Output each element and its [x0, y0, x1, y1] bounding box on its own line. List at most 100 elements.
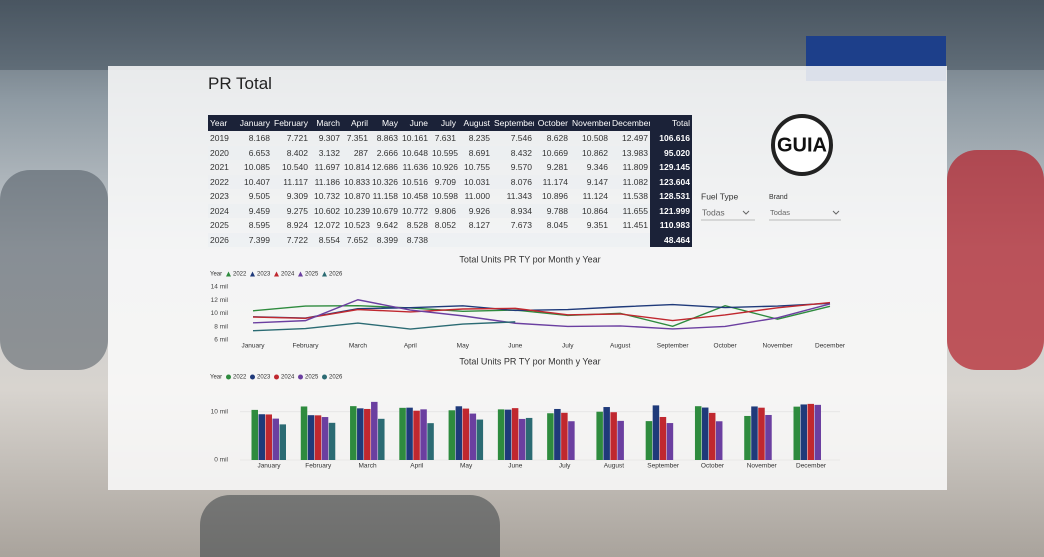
- table-cell: 9.570: [510, 162, 532, 173]
- x-tick-label: May: [460, 463, 473, 470]
- bar: [617, 420, 624, 460]
- legend-marker: [226, 374, 231, 380]
- table-cell: 10.161: [402, 133, 428, 144]
- table-cell: 10.864: [570, 203, 610, 218]
- bar: [518, 418, 526, 460]
- bar: [462, 408, 470, 460]
- y-tick-label: 6 mil: [214, 337, 228, 344]
- bar: [406, 407, 413, 460]
- legend-marker: [322, 271, 327, 277]
- bar: [765, 414, 772, 460]
- bar: [568, 421, 575, 460]
- legend-label: 2025: [305, 272, 319, 278]
- table-cell: 11.000: [464, 191, 490, 202]
- table-cell: 9.281: [546, 162, 568, 173]
- table-cell: 10.870: [344, 191, 370, 202]
- column-header: December: [610, 115, 650, 131]
- bar: [455, 406, 463, 460]
- table-cell: 13.983: [610, 145, 650, 160]
- table-cell: 2019: [210, 133, 229, 144]
- legend-marker: [298, 271, 303, 277]
- table-cell: 9.709: [430, 174, 458, 189]
- table-cell: 8.168: [248, 133, 270, 144]
- bar: [814, 404, 821, 460]
- legend-marker: [226, 271, 231, 277]
- table-cell: 7.351: [346, 133, 368, 144]
- y-tick-label: 0 mil: [214, 457, 228, 464]
- table-row: 2024 9.459 9.275 10.602 10.239 10.679 10.772 9.…: [208, 203, 692, 218]
- table-cell: 10.732: [314, 191, 340, 202]
- x-tick-label: February: [305, 463, 332, 470]
- table-cell: [534, 232, 570, 247]
- table-cell: 10.031: [458, 174, 492, 189]
- chart-title: Total Units PR TY por Month y Year: [459, 356, 600, 366]
- series-line: [252, 302, 831, 319]
- y-tick-label: 10 mil: [211, 310, 229, 317]
- bar: [603, 407, 610, 460]
- table-cell: 11.082: [610, 174, 650, 189]
- bar: [448, 410, 456, 460]
- bar: [547, 413, 554, 460]
- bar: [258, 414, 265, 460]
- table-cell: [570, 232, 610, 247]
- table-cell: 10.862: [570, 145, 610, 160]
- table-cell: 9.505: [248, 191, 270, 202]
- x-tick-label: June: [508, 463, 522, 470]
- x-tick-label: July: [562, 343, 574, 350]
- x-tick-label: September: [647, 463, 680, 470]
- bar: [525, 417, 533, 460]
- table-cell: 9.147: [570, 174, 610, 189]
- matrix-table: Year January February March April May June July…: [208, 115, 692, 247]
- y-tick-label: 12 mil: [211, 297, 229, 304]
- table-cell: 10.814: [344, 162, 370, 173]
- table-row: 2019 8.168 7.721 9.307 7.351 8.863 10.161 7.631…: [208, 131, 692, 146]
- table-cell: 2020: [208, 145, 236, 160]
- table-cell: 2022: [208, 174, 236, 189]
- table-cell: 8.402: [272, 145, 310, 160]
- background-car: [947, 150, 1044, 370]
- slicer-label: Brand: [769, 194, 788, 201]
- bar: [328, 422, 336, 460]
- table-cell: 10.648: [400, 145, 430, 160]
- bar: [265, 414, 272, 460]
- table-cell: 10.602: [310, 203, 342, 218]
- table-cell: [492, 232, 534, 247]
- bar: [554, 408, 561, 460]
- column-header: July: [430, 115, 458, 131]
- x-tick-label: March: [349, 343, 367, 350]
- series-line: [252, 301, 831, 322]
- table-cell: 7.722: [272, 232, 310, 247]
- table-cell: 10.516: [400, 174, 430, 189]
- table-cell: 8.235: [468, 133, 490, 144]
- table-cell: 8.924: [286, 220, 308, 231]
- legend-label: 2023: [257, 375, 271, 381]
- slicer-label: Fuel Type: [701, 191, 738, 201]
- bar: [314, 415, 322, 460]
- table-cell: 7.631: [434, 133, 456, 144]
- column-header: October: [534, 115, 570, 131]
- bar: [321, 417, 329, 460]
- x-tick-label: December: [796, 463, 827, 470]
- table-cell: 11.697: [314, 162, 340, 173]
- table-row: 2021 10.085 10.540 11.697 10.814 12.686 11.636…: [208, 160, 692, 175]
- dropdown-chevron: [742, 210, 750, 215]
- slicer-value[interactable]: Todas: [770, 208, 790, 217]
- bar: [701, 407, 709, 460]
- table-cell: 7.399: [236, 232, 272, 247]
- table-cell: 11.186: [310, 174, 342, 189]
- table-cell: 8.076: [492, 174, 534, 189]
- bar: [511, 408, 519, 460]
- table-row: 2026 7.399 7.722 8.554 7.652 8.399 8.738 48.464: [208, 232, 692, 247]
- table-cell: 8.628: [546, 133, 568, 144]
- table-cell: 8.045: [546, 220, 568, 231]
- table-cell: 11.538: [622, 191, 648, 202]
- total-cell: 106.616: [650, 131, 692, 146]
- x-tick-label: January: [257, 463, 281, 470]
- table-cell: [458, 232, 492, 247]
- table-cell: 2025: [210, 220, 229, 231]
- x-tick-label: October: [714, 343, 738, 350]
- table-cell: 10.679: [370, 203, 400, 218]
- table-cell: 8.432: [492, 145, 534, 160]
- slicer-value[interactable]: Todas: [702, 207, 725, 217]
- table-cell: 8.738: [400, 232, 430, 247]
